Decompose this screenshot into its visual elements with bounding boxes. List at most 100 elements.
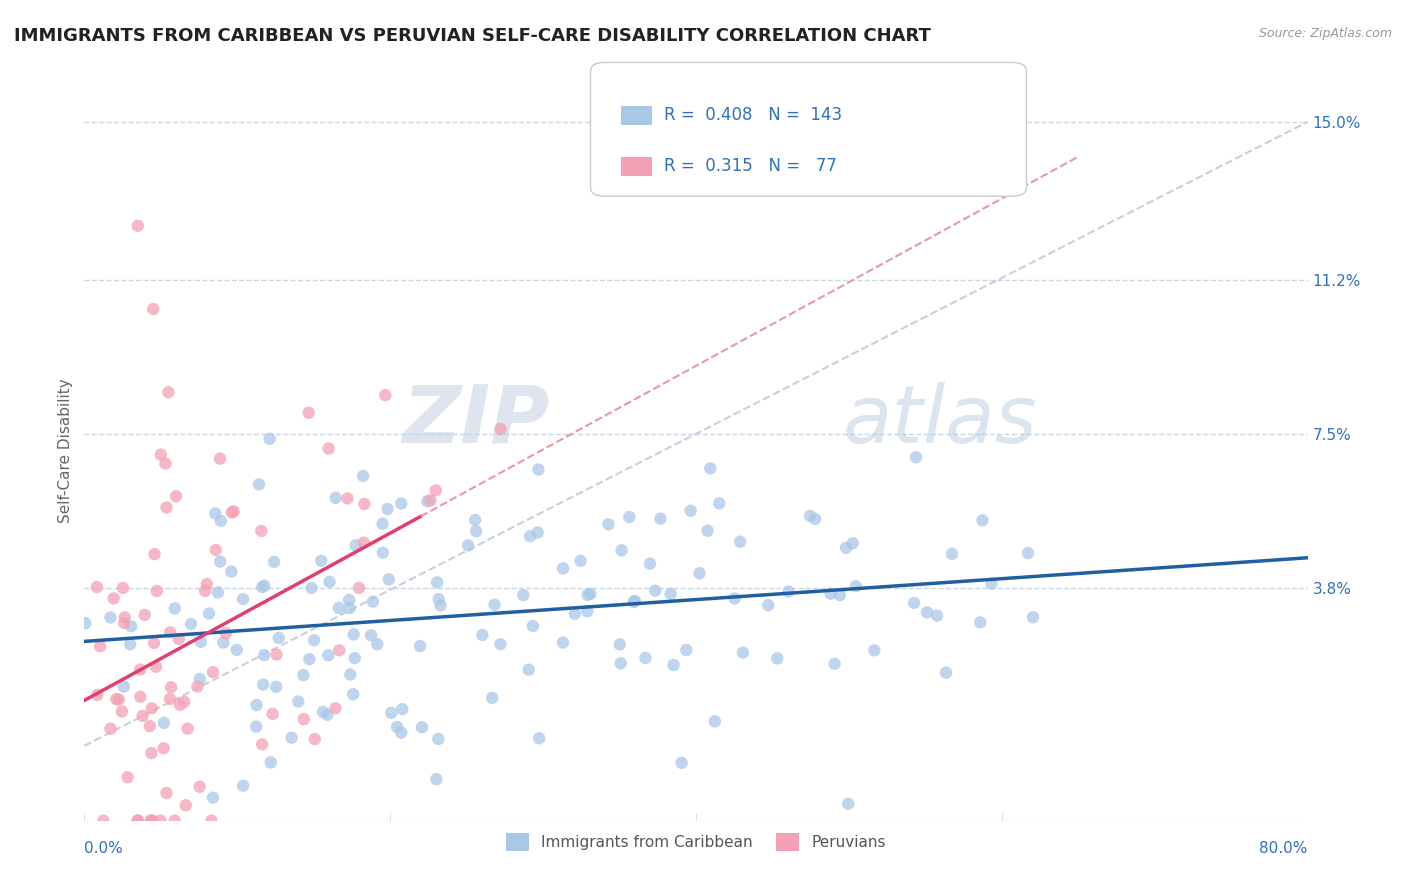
Point	[262, 706, 284, 721]
Point	[551, 635, 574, 649]
Point	[149, 814, 172, 828]
Point	[245, 720, 267, 734]
Point	[972, 513, 994, 527]
Point	[517, 663, 540, 677]
Point	[292, 668, 315, 682]
Point	[108, 692, 131, 706]
Point	[353, 535, 375, 549]
Point	[696, 524, 718, 538]
Point	[352, 469, 374, 483]
Point	[1017, 546, 1039, 560]
Point	[328, 643, 350, 657]
Point	[610, 657, 633, 671]
Point	[903, 596, 925, 610]
Point	[105, 692, 128, 706]
Point	[190, 635, 212, 649]
Point	[89, 640, 111, 654]
Point	[152, 741, 174, 756]
Text: atlas: atlas	[842, 382, 1038, 460]
Point	[194, 583, 217, 598]
Point	[207, 585, 229, 599]
Point	[378, 572, 401, 586]
Point	[114, 610, 136, 624]
Point	[204, 542, 226, 557]
Point	[689, 566, 711, 581]
Point	[312, 705, 335, 719]
Point	[471, 628, 494, 642]
Point	[142, 301, 165, 316]
Point	[699, 461, 721, 475]
Point	[481, 690, 503, 705]
Point	[389, 725, 412, 739]
Point	[142, 814, 165, 828]
Point	[804, 512, 827, 526]
Point	[385, 720, 408, 734]
Point	[287, 694, 309, 708]
Point	[624, 594, 647, 608]
Point	[200, 814, 222, 828]
Point	[209, 514, 232, 528]
Point	[146, 584, 169, 599]
Point	[527, 731, 550, 746]
Text: 0.0%: 0.0%	[84, 841, 124, 856]
Point	[145, 659, 167, 673]
Point	[247, 477, 270, 491]
Point	[484, 598, 506, 612]
Point	[325, 491, 347, 505]
Point	[353, 497, 375, 511]
Point	[724, 591, 747, 606]
Point	[139, 814, 162, 828]
Point	[232, 779, 254, 793]
Point	[634, 651, 657, 665]
Point	[343, 651, 366, 665]
Point	[662, 658, 685, 673]
Point	[155, 457, 177, 471]
Point	[112, 680, 135, 694]
Point	[198, 607, 221, 621]
Point	[799, 508, 821, 523]
Point	[343, 627, 366, 641]
Point	[86, 580, 108, 594]
Point	[298, 652, 321, 666]
Point	[129, 663, 152, 677]
Point	[366, 637, 388, 651]
Point	[127, 219, 149, 233]
Point	[457, 538, 479, 552]
Point	[564, 607, 586, 621]
Point	[464, 513, 486, 527]
Point	[301, 581, 323, 595]
Point	[141, 701, 163, 715]
Point	[225, 643, 247, 657]
Point	[671, 756, 693, 770]
Point	[416, 494, 439, 508]
Point	[339, 667, 361, 681]
Point	[304, 732, 326, 747]
Legend: Immigrants from Caribbean, Peruvians: Immigrants from Caribbean, Peruvians	[501, 827, 891, 857]
Point	[426, 575, 449, 590]
Point	[980, 576, 1002, 591]
Point	[173, 695, 195, 709]
Point	[250, 524, 273, 538]
Point	[141, 746, 163, 760]
Point	[522, 619, 544, 633]
Point	[969, 615, 991, 630]
Point	[75, 616, 97, 631]
Point	[93, 814, 115, 828]
Point	[576, 588, 599, 602]
Point	[167, 632, 190, 646]
Point	[347, 581, 370, 595]
Point	[232, 592, 254, 607]
Point	[731, 646, 754, 660]
Point	[155, 786, 177, 800]
Point	[267, 631, 290, 645]
Point	[131, 709, 153, 723]
Point	[103, 591, 125, 606]
Point	[143, 547, 166, 561]
Point	[425, 483, 447, 498]
Point	[188, 780, 211, 794]
Point	[344, 538, 367, 552]
Point	[86, 688, 108, 702]
Text: Source: ZipAtlas.com: Source: ZipAtlas.com	[1258, 27, 1392, 40]
Point	[160, 680, 183, 694]
Point	[246, 698, 269, 712]
